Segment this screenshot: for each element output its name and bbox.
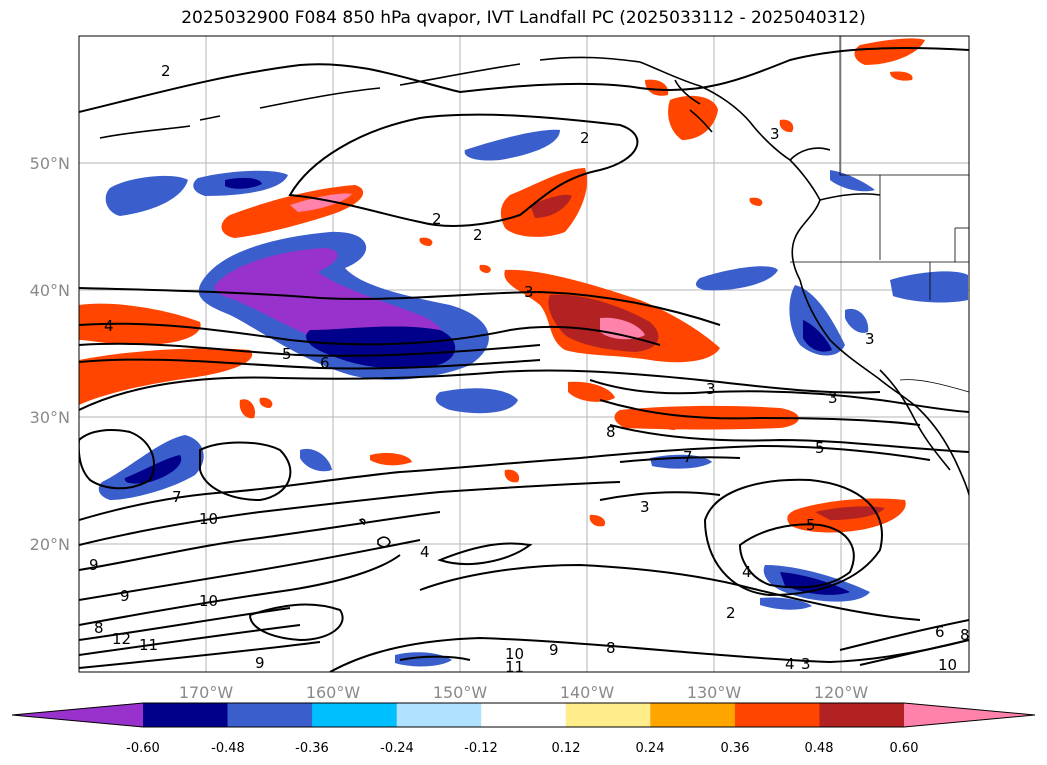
colorbar-tick-label: -0.24 (380, 741, 414, 756)
lat-tick-label: 20°N (30, 535, 70, 554)
contour-label: 3 (770, 125, 780, 143)
colorbar-bin (565, 703, 651, 727)
colorbar-tick-label: 0.24 (636, 741, 665, 756)
contour-label: 3 (640, 498, 650, 516)
colorbar (11, 702, 1036, 728)
contour-label: 3 (865, 330, 875, 348)
contour-label: 4 (104, 317, 114, 335)
contour-label: 10 (505, 645, 524, 663)
colorbar-tick-label: 0.60 (890, 741, 919, 756)
lat-tick-label: 30°N (30, 408, 70, 427)
colorbar-tick-label: -0.60 (126, 741, 160, 756)
contour-label: 11 (505, 658, 524, 676)
coastlines (99, 56, 969, 496)
colorbar-extend-max (904, 703, 1035, 727)
colorbar-tick-label: -0.12 (464, 741, 498, 756)
lon-tick-label: 150°W (433, 683, 488, 702)
hawaii-islands (358, 518, 391, 548)
contour-label: 3 (801, 655, 811, 673)
colorbar-bin (650, 703, 736, 727)
colorbar-tick-label: 0.12 (552, 741, 581, 756)
ivt-contour-lines (79, 47, 969, 672)
colorbar-outline (11, 702, 1036, 728)
lon-tick-label: 130°W (687, 683, 742, 702)
moisture-anomaly-negative-n (464, 129, 560, 161)
contour-label: 9 (255, 654, 265, 672)
contour-label: 3 (706, 380, 716, 398)
contour-label: 10 (938, 656, 957, 674)
contour-label: 8 (94, 619, 104, 637)
moisture-anomaly-negative-ctr (435, 388, 518, 414)
contour-label: 2 (432, 210, 442, 228)
lat-tick-label: 40°N (30, 281, 70, 300)
colorbar-tick-label: -0.48 (211, 741, 245, 756)
contour-label: 5 (282, 345, 292, 363)
colorbar-tick-label: -0.36 (295, 741, 329, 756)
bc-coast (639, 61, 821, 281)
lat-tick-label: 50°N (30, 154, 70, 173)
colorbar-bin (819, 703, 905, 727)
moisture-anomaly-negative-ne (890, 271, 968, 303)
moisture-anomaly-positive-ne (854, 38, 925, 65)
contour-label: 7 (683, 448, 693, 466)
contour-label: 7 (172, 488, 182, 506)
contour-label: 4 (742, 563, 752, 581)
lon-tick-label: 170°W (179, 683, 234, 702)
contour-label: 5 (806, 516, 816, 534)
contour-label: 5 (815, 439, 825, 457)
contour-label: 6 (935, 623, 945, 641)
lon-tick-label: 160°W (306, 683, 361, 702)
contour-label: 2 (161, 62, 171, 80)
contour-label: 12 (112, 630, 131, 648)
colorbar-extend-min (12, 703, 143, 727)
contour-label: 10 (199, 510, 218, 528)
contour-label: 2 (580, 129, 590, 147)
colorbar-tick-label: 0.36 (721, 741, 750, 756)
contour-label: 4 (420, 543, 430, 561)
map-title: 2025032900 F084 850 hPa qvapor, IVT Land… (181, 8, 866, 28)
alaska-coast (99, 56, 641, 139)
contour-label: 9 (549, 641, 559, 659)
colorbar-bin (227, 703, 313, 727)
contour-label: 2 (726, 604, 736, 622)
contour-label: 4 (785, 655, 795, 673)
contour-label: 6 (320, 354, 330, 372)
contour-label: 9 (89, 556, 99, 574)
moisture-anomaly-negative-east (695, 266, 778, 291)
political-borders (790, 36, 969, 393)
longitude-tick-labels: 170°W 160°W 150°W 140°W 130°W 120°W (179, 683, 869, 702)
colorbar-bin (312, 703, 398, 727)
moisture-anomaly-negative-darkcore (306, 326, 456, 369)
contour-label: 11 (139, 636, 158, 654)
colorbar-tick-label: 0.48 (805, 741, 834, 756)
baja-coast (879, 369, 951, 471)
ivt-contour-labels: 2 2 2 2 3 3 3 3 3 4 4 4 5 5 5 6 7 7 8 8 … (89, 62, 970, 676)
map-border (78, 35, 970, 673)
contour-label: 3 (524, 283, 534, 301)
latitude-tick-labels: 50°N 40°N 30°N 20°N (30, 154, 70, 554)
moisture-anomaly-positive-bc (668, 95, 718, 140)
colorbar-labels: -0.60 -0.48 -0.36 -0.24 -0.12 0.12 0.24 … (126, 741, 918, 756)
moisture-anomaly-negative-nw1 (105, 175, 188, 216)
contour-label: 3 (828, 389, 838, 407)
colorbar-bin (734, 703, 820, 727)
lon-tick-label: 140°W (560, 683, 615, 702)
colorbar-bin (481, 703, 567, 727)
contour-label: 8 (606, 639, 616, 657)
contour-label: 2 (473, 226, 483, 244)
colorbar-bin (143, 703, 229, 727)
contour-label: 10 (199, 592, 218, 610)
colorbar-bin (396, 703, 482, 727)
contour-label: 8 (960, 626, 970, 644)
contour-label: 8 (606, 423, 616, 441)
contour-label: 9 (120, 587, 130, 605)
lon-tick-label: 120°W (814, 683, 869, 702)
